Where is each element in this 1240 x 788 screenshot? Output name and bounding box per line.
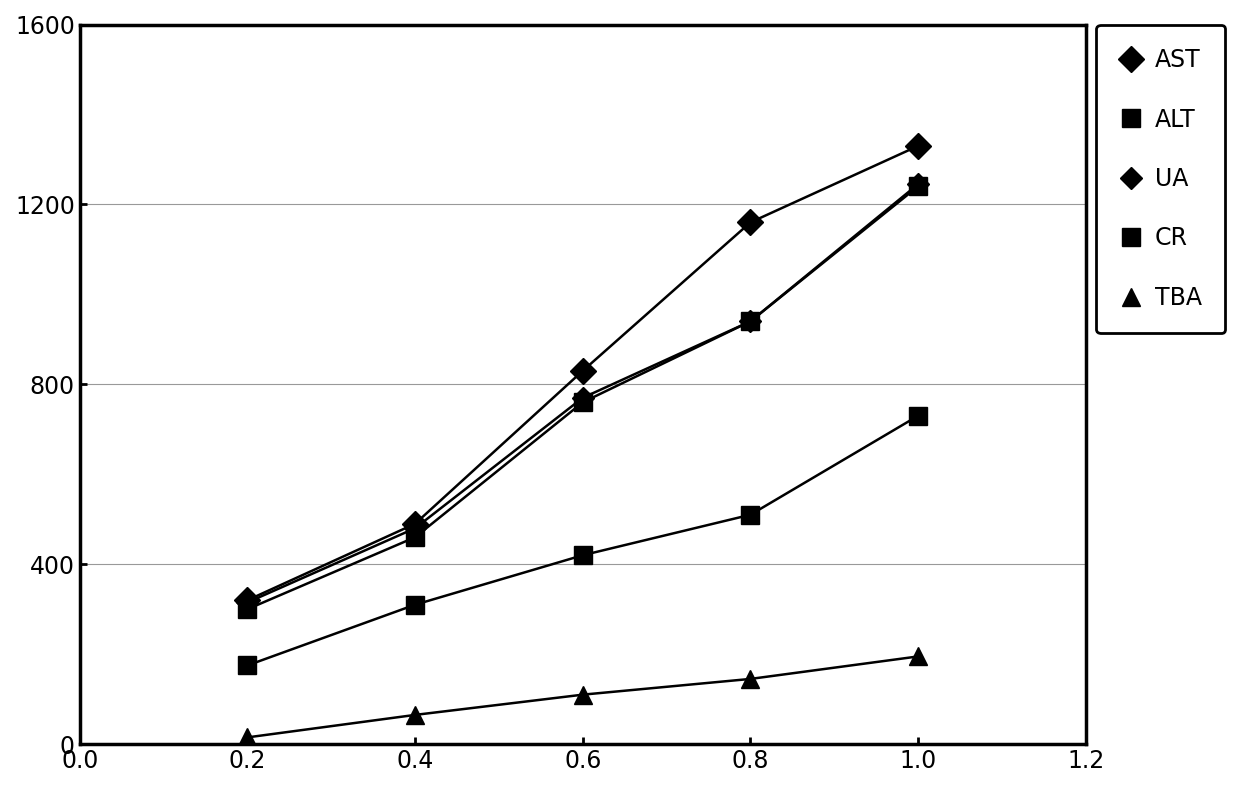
Legend: AST, ALT, UA, CR, TBA: AST, ALT, UA, CR, TBA [1096, 24, 1225, 333]
